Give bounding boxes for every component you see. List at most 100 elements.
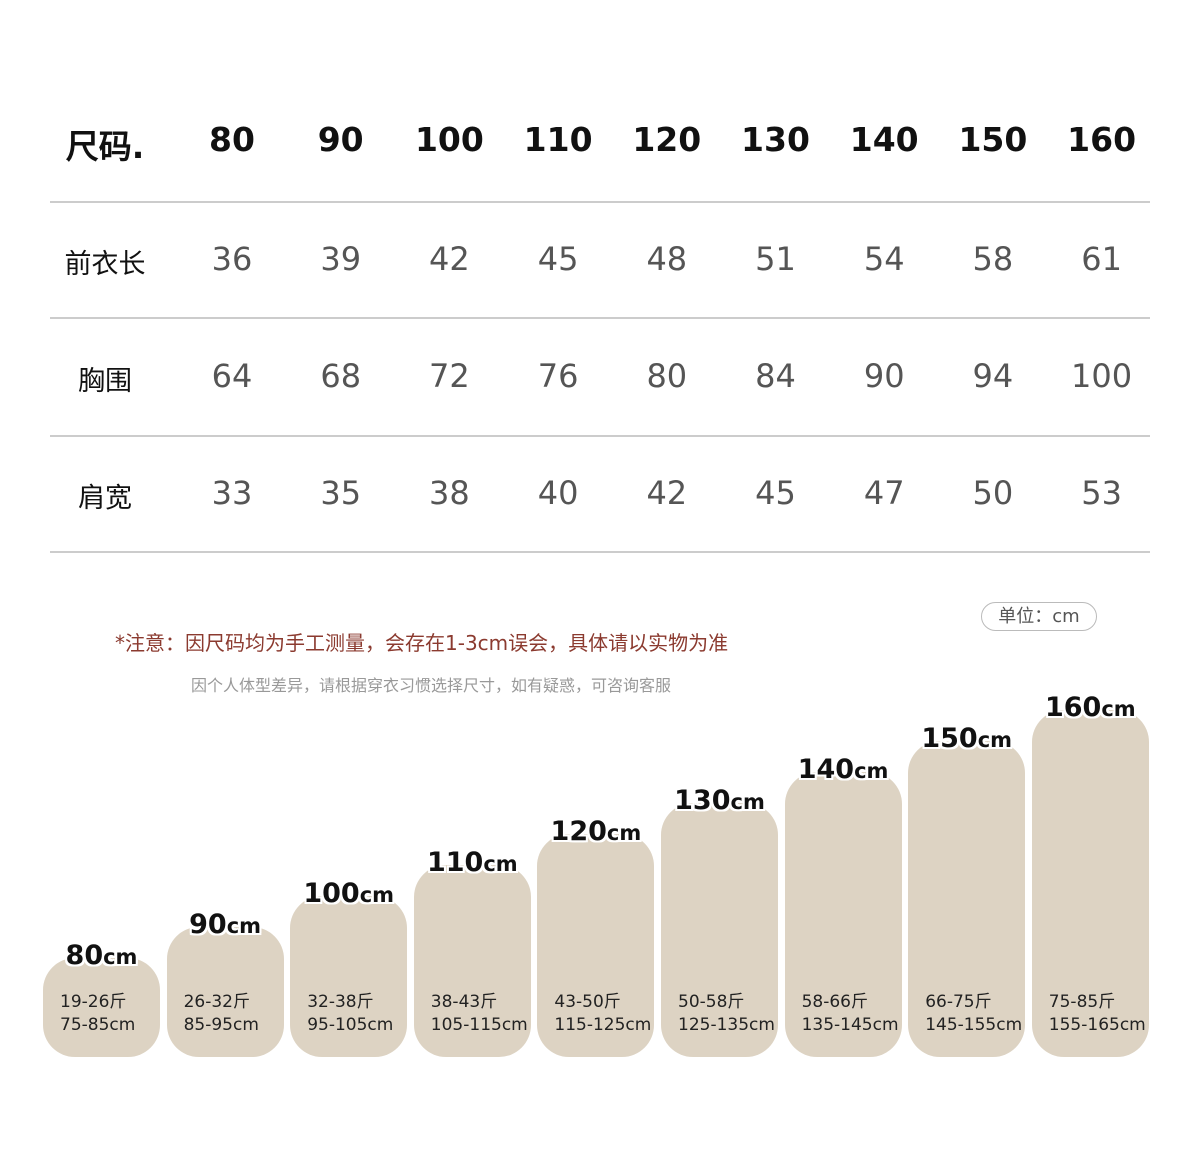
header-cell: 尺码. — [65, 127, 145, 166]
size-number: 120 — [550, 816, 607, 847]
size-unit: cm — [359, 883, 395, 907]
row-divider — [50, 317, 1150, 319]
table-cell: 80 — [646, 357, 688, 395]
table-cell: 53 — [1081, 474, 1122, 512]
height-range: 75-85cm — [60, 1015, 136, 1035]
table-cell: 35 — [320, 474, 362, 512]
size-unit: cm — [977, 728, 1013, 752]
size-unit: cm — [226, 914, 262, 938]
weight-range: 75-85斤 — [1048, 992, 1116, 1012]
size-label: 150cm — [908, 723, 1025, 754]
table-cell: 90 — [863, 357, 905, 395]
size-label: 160cm — [1032, 692, 1149, 723]
header-cell: 160 — [1067, 120, 1137, 159]
size-unit: cm — [606, 821, 642, 845]
table-cell: 47 — [863, 474, 905, 512]
weight-range: 66-75斤 — [925, 992, 992, 1012]
weight-range: 43-50斤 — [554, 992, 621, 1012]
table-cell: 51 — [755, 240, 796, 278]
table-cell: 48 — [646, 240, 688, 278]
header-cell: 100 — [414, 120, 484, 159]
size-label: 110cm — [414, 847, 531, 878]
subnote: 因个人体型差异，请根据穿衣习惯选择尺寸，如有疑惑，可咨询客服 — [191, 676, 672, 695]
table-cell: 94 — [972, 357, 1014, 395]
size-label: 130cm — [661, 785, 778, 816]
row-label: 前衣长 — [64, 249, 146, 280]
table-cell: 54 — [863, 240, 905, 278]
size-label: 100cm — [290, 878, 407, 909]
weight-range: 19-26斤 — [60, 992, 127, 1012]
table-cell: 40 — [537, 474, 579, 512]
table-cell: 76 — [537, 357, 579, 395]
size-number: 140 — [797, 754, 855, 785]
size-number: 160 — [1044, 692, 1102, 723]
header-cell: 110 — [523, 120, 593, 159]
size-card: 110cm 38-43斤 105-115cm — [413, 847, 531, 1057]
table-cell: 68 — [320, 357, 362, 395]
size-card: 90cm 26-32斤 85-95cm — [166, 909, 284, 1057]
table-cell: 64 — [211, 357, 253, 395]
weight-range: 50-58斤 — [678, 992, 745, 1012]
height-range: 155-165cm — [1048, 1015, 1146, 1035]
weight-range: 26-32斤 — [183, 992, 250, 1012]
note: *注意：因尺码均为手工测量，会存在1-3cm误会，具体请以实物为准 — [115, 631, 729, 655]
weight-range: 32-38斤 — [307, 992, 374, 1012]
size-card: 140cm 58-66斤 135-145cm — [784, 754, 902, 1057]
size-label: 120cm — [537, 816, 654, 847]
table-cell: 50 — [972, 474, 1014, 512]
size-unit: cm — [854, 759, 889, 783]
weight-range: 58-66斤 — [801, 992, 868, 1012]
table-cell: 58 — [972, 240, 1014, 278]
size-card: 130cm 50-58斤 125-135cm — [661, 785, 778, 1057]
size-card: 150cm 66-75斤 145-155cm — [908, 723, 1026, 1057]
row-divider — [50, 435, 1150, 437]
row-label: 胸围 — [78, 366, 132, 397]
size-card: 120cm 43-50斤 115-125cm — [537, 816, 655, 1057]
header-cell: 80 — [209, 120, 255, 159]
height-range: 115-125cm — [554, 1015, 652, 1035]
table-cell: 61 — [1081, 240, 1122, 278]
height-range: 85-95cm — [183, 1015, 259, 1035]
table-cell: 42 — [429, 240, 470, 278]
height-range: 145-155cm — [925, 1015, 1023, 1035]
table-cell: 42 — [646, 474, 688, 512]
row-divider — [50, 201, 1150, 203]
size-number: 110 — [426, 847, 484, 878]
unit-badge: 单位：cm — [981, 602, 1097, 631]
size-card: 100cm 32-38斤 95-105cm — [290, 878, 408, 1057]
size-number: 80 — [65, 940, 104, 971]
size-number: 130 — [674, 785, 731, 816]
header-cell: 150 — [958, 120, 1028, 159]
size-number: 100 — [303, 878, 360, 909]
table-cell: 36 — [211, 240, 253, 278]
header-cell: 130 — [741, 120, 810, 159]
table-cell: 39 — [320, 240, 362, 278]
row-label: 肩宽 — [78, 483, 132, 514]
height-range: 105-115cm — [430, 1015, 528, 1035]
header-cell: 120 — [632, 120, 702, 159]
height-range: 125-135cm — [678, 1015, 775, 1035]
size-card: 80cm 19-26斤 75-85cm — [43, 940, 160, 1057]
height-range: 95-105cm — [307, 1015, 394, 1035]
header-cell: 90 — [317, 120, 364, 159]
table-cell: 84 — [755, 357, 796, 395]
height-range: 135-145cm — [801, 1015, 899, 1035]
table-cell: 72 — [429, 357, 470, 395]
row-divider — [50, 551, 1150, 553]
table-cell: 45 — [755, 474, 796, 512]
table-cell: 38 — [429, 474, 470, 512]
size-unit: cm — [730, 790, 765, 814]
size-unit: cm — [1101, 697, 1136, 721]
size-unit: cm — [103, 945, 138, 969]
size-unit: cm — [483, 852, 518, 876]
size-card: 160cm 75-85斤 155-165cm — [1031, 692, 1149, 1057]
size-number: 90 — [189, 909, 227, 940]
weight-range: 38-43斤 — [430, 992, 498, 1012]
table-cell: 100 — [1071, 357, 1133, 395]
size-number: 150 — [921, 723, 978, 754]
size-label: 80cm — [43, 940, 160, 971]
table-cell: 45 — [537, 240, 579, 278]
size-label: 90cm — [167, 909, 284, 940]
header-cell: 140 — [849, 120, 919, 159]
